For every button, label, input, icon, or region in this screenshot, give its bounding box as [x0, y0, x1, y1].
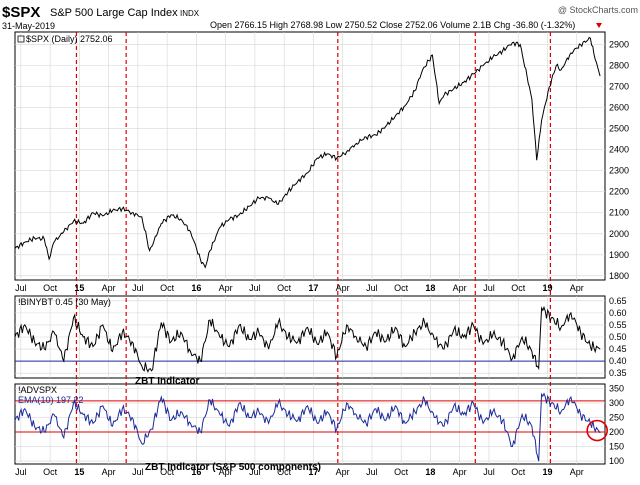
reference-lines [15, 360, 605, 433]
price-legend-swatch [17, 35, 25, 43]
ticker-name: S&P 500 Large Cap Index [50, 7, 178, 19]
y-tick-label: 300 [609, 398, 624, 408]
x-tick-label: 15 [74, 283, 84, 293]
chart-date: 31-May-2019 [2, 21, 55, 31]
x-tick-label: 17 [308, 283, 318, 293]
x-tick-label-bottom: 18 [425, 467, 435, 477]
price-legend: $SPX (Daily) 2752.06 [26, 34, 113, 44]
y-tick-label: 1900 [609, 250, 629, 260]
watermark: @ StockCharts.com [558, 5, 638, 15]
x-tick-label-bottom: Jul [249, 467, 261, 477]
x-tick-label: Apr [453, 283, 467, 293]
x-tick-label: Jul [366, 283, 378, 293]
x-tick-label-bottom: Oct [394, 467, 409, 477]
adv-panel [14, 383, 606, 465]
adv-ema-legend: EMA(10) 197.22 [18, 395, 84, 405]
y-tick-label: 0.60 [609, 308, 627, 318]
y-tick-label: 1800 [609, 271, 629, 281]
x-tick-label: Oct [277, 283, 292, 293]
x-tick-label-bottom: 19 [542, 467, 552, 477]
ticker-symbol: $SPX [2, 4, 40, 21]
quote-line: Open 2766.15 High 2768.98 Low 2750.52 Cl… [210, 20, 575, 30]
down-arrow-icon [596, 23, 602, 28]
x-tick-label-bottom: Apr [102, 467, 116, 477]
x-tick-label-bottom: 16 [191, 467, 201, 477]
signal-lines [75, 32, 551, 464]
x-tick-label: Apr [336, 283, 350, 293]
y-tick-label: 100 [609, 456, 624, 466]
x-tick-label-bottom: Oct [160, 467, 175, 477]
y-tick-label: 2000 [609, 229, 629, 239]
x-tick-label: Oct [160, 283, 175, 293]
price-series-line [14, 36, 601, 269]
zbt-annotation: ZBT Indicator [135, 376, 200, 387]
y-tick-label: 0.40 [609, 356, 627, 366]
y-tick-label: 2300 [609, 166, 629, 176]
x-tick-label-bottom: Apr [336, 467, 350, 477]
y-tick-label: 0.35 [609, 368, 627, 378]
ticker-exchange: INDX [180, 9, 200, 18]
y-tick-label: 2400 [609, 145, 629, 155]
adv-legend: !ADVSPX [18, 385, 57, 395]
x-tick-label: Jul [132, 283, 144, 293]
x-tick-label: Apr [102, 283, 116, 293]
y-tick-label: 200 [609, 427, 624, 437]
x-tick-label-bottom: 17 [308, 467, 318, 477]
x-tick-label-bottom: Jul [132, 467, 144, 477]
zbt-series-line [14, 305, 601, 373]
y-tick-label: 150 [609, 442, 624, 452]
x-tick-label-bottom: Jul [483, 467, 495, 477]
x-tick-label: Apr [219, 283, 233, 293]
x-tick-label-bottom: Oct [511, 467, 526, 477]
highlight-circle [586, 419, 608, 442]
x-tick-label: 19 [542, 283, 552, 293]
y-tick-label: 2600 [609, 103, 629, 113]
x-tick-label: Jul [15, 283, 27, 293]
y-tick-label: 0.55 [609, 320, 627, 330]
x-tick-label-bottom: Oct [43, 467, 58, 477]
y-tick-label: 2700 [609, 82, 629, 92]
x-tick-label-bottom: Apr [219, 467, 233, 477]
x-tick-label: Jul [249, 283, 261, 293]
y-tick-label: 0.45 [609, 344, 627, 354]
adv-annotation: ZBT Indicator (S&P 500 components) [145, 462, 321, 473]
x-tick-label-bottom: 15 [74, 467, 84, 477]
y-tick-label: 250 [609, 412, 624, 422]
grid-layer [15, 32, 605, 464]
x-tick-label: Jul [483, 283, 495, 293]
zbt-legend: !BINYBT 0.45 (30 May) [18, 297, 111, 307]
x-tick-label: Oct [43, 283, 58, 293]
x-tick-label-bottom: Oct [277, 467, 292, 477]
price-panel [14, 31, 606, 281]
adv-series-line [14, 392, 601, 462]
x-tick-label: Apr [570, 283, 584, 293]
x-tick-label: Oct [394, 283, 409, 293]
x-tick-label: Oct [511, 283, 526, 293]
x-tick-label-bottom: Apr [570, 467, 584, 477]
x-tick-label-bottom: Jul [366, 467, 378, 477]
y-tick-label: 2800 [609, 61, 629, 71]
y-tick-label: 0.65 [609, 296, 627, 306]
y-tick-label: 350 [609, 383, 624, 393]
axis-layer: Jul Jul Oct Oct 15 15 Apr Apr Jul Jul Oct Oct 16 16 Ap… [15, 40, 629, 477]
y-tick-label: 2900 [609, 40, 629, 50]
y-tick-label: 0.50 [609, 332, 627, 342]
y-tick-label: 2200 [609, 187, 629, 197]
series-layer [14, 36, 601, 462]
y-tick-label: 2500 [609, 124, 629, 134]
x-tick-label: 18 [425, 283, 435, 293]
x-tick-label-bottom: Apr [453, 467, 467, 477]
y-tick-label: 2100 [609, 208, 629, 218]
x-tick-label-bottom: Jul [15, 467, 27, 477]
x-tick-label: 16 [191, 283, 201, 293]
